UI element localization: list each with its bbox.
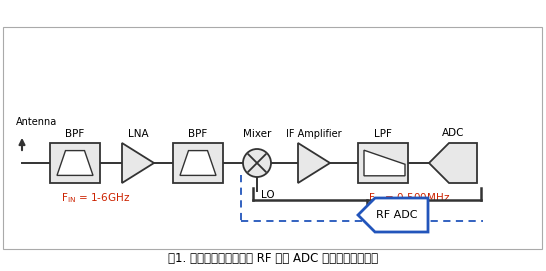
Polygon shape bbox=[364, 150, 405, 176]
FancyBboxPatch shape bbox=[358, 143, 408, 183]
FancyBboxPatch shape bbox=[50, 143, 100, 183]
Polygon shape bbox=[180, 151, 216, 175]
Text: LO: LO bbox=[261, 190, 275, 200]
Text: ADC: ADC bbox=[442, 128, 464, 138]
Polygon shape bbox=[122, 143, 154, 183]
Text: Antenna: Antenna bbox=[16, 117, 57, 127]
Polygon shape bbox=[298, 143, 330, 183]
Text: BPF: BPF bbox=[188, 129, 207, 139]
Text: 图1. 传统外差架构与使用 RF 采样 ADC 的架构之间的对比: 图1. 传统外差架构与使用 RF 采样 ADC 的架构之间的对比 bbox=[168, 251, 378, 264]
Text: LNA: LNA bbox=[128, 129, 149, 139]
Text: IF Amplifier: IF Amplifier bbox=[286, 129, 342, 139]
Text: RF ADC: RF ADC bbox=[376, 210, 418, 220]
Polygon shape bbox=[358, 198, 428, 232]
Text: $\mathregular{F_{in}}$ = 0-500MHz: $\mathregular{F_{in}}$ = 0-500MHz bbox=[368, 191, 450, 205]
FancyBboxPatch shape bbox=[3, 27, 542, 249]
Text: LPF: LPF bbox=[374, 129, 392, 139]
FancyBboxPatch shape bbox=[173, 143, 223, 183]
Polygon shape bbox=[429, 143, 477, 183]
Polygon shape bbox=[57, 151, 93, 175]
Circle shape bbox=[243, 149, 271, 177]
Text: Mixer: Mixer bbox=[243, 129, 271, 139]
Text: $\mathregular{F_{IN}}$ = 1-6GHz: $\mathregular{F_{IN}}$ = 1-6GHz bbox=[61, 191, 130, 205]
Text: BPF: BPF bbox=[66, 129, 85, 139]
